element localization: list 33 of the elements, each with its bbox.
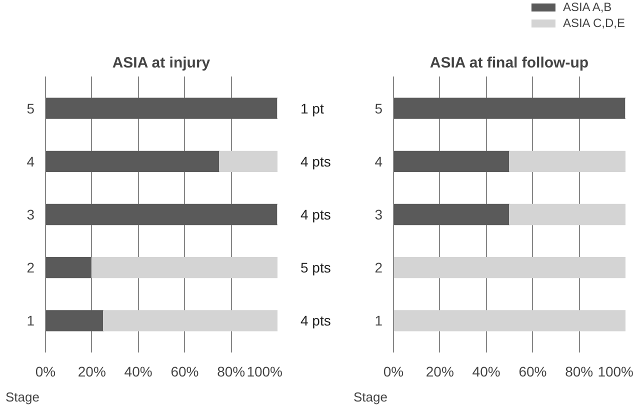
y-axis-title: Stage [354, 390, 388, 404]
x-tick-label: 100% [598, 364, 633, 380]
legend-label: ASIA A,B [562, 0, 612, 14]
y-axis-title: Stage [6, 390, 40, 404]
x-tick-label: 0% [35, 364, 56, 380]
x-tick-label: 100% [246, 364, 283, 380]
text: 4 pts [300, 153, 331, 170]
y-tick-label: 5 [26, 100, 35, 116]
x-tick-label: 20% [78, 364, 106, 380]
text: 4 pts [300, 206, 331, 222]
text: 1 pt [300, 100, 324, 116]
y-tick-label: 2 [26, 260, 35, 276]
legend-label: ASIA C,D,E [562, 16, 625, 30]
chart-title: ASIA at final follow-up [430, 54, 589, 72]
y-tick-label: 2 [374, 260, 383, 276]
chart-title: ASIA at injury [112, 54, 211, 72]
text: 5 pts [300, 260, 331, 276]
y-tick-label: 3 [26, 206, 35, 222]
x-tick-label: 60% [170, 364, 199, 380]
y-tick-label: 1 [26, 312, 35, 329]
x-tick-label: 40% [124, 364, 152, 380]
y-tick-label: 1 [374, 312, 383, 329]
x-tick-label: 80% [565, 364, 594, 380]
x-tick-label: 60% [518, 364, 547, 380]
y-tick-label: 4 [26, 153, 35, 170]
x-tick-label: 0% [383, 364, 404, 380]
x-tick-label: 80% [217, 364, 246, 380]
x-tick-label: 40% [472, 364, 500, 380]
y-tick-label: 5 [374, 100, 383, 116]
y-tick-label: 4 [374, 153, 383, 170]
y-tick-label: 3 [374, 206, 383, 222]
x-tick-label: 20% [426, 364, 454, 380]
text: 4 pts [300, 312, 331, 329]
